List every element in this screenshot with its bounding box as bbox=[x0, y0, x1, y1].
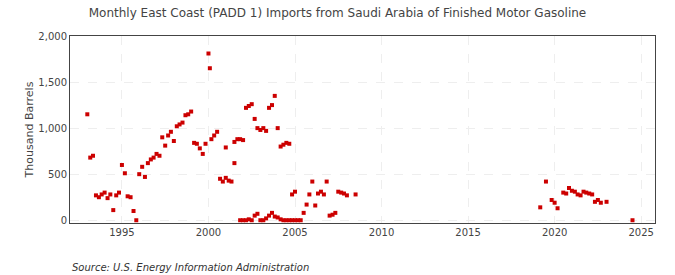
svg-text:2020: 2020 bbox=[542, 227, 567, 238]
svg-text:Monthly East Coast (PADD 1) Im: Monthly East Coast (PADD 1) Imports from… bbox=[89, 6, 587, 20]
svg-text:2025: 2025 bbox=[628, 227, 653, 238]
svg-text:2015: 2015 bbox=[455, 227, 480, 238]
svg-text:Thousand Barrels: Thousand Barrels bbox=[23, 81, 36, 178]
svg-text:1,500: 1,500 bbox=[38, 77, 67, 88]
svg-text:2005: 2005 bbox=[282, 227, 307, 238]
svg-text:500: 500 bbox=[48, 169, 67, 180]
svg-text:0: 0 bbox=[61, 215, 67, 226]
svg-text:Source: U.S. Energy Informatio: Source: U.S. Energy Information Administ… bbox=[72, 262, 309, 273]
svg-text:2000: 2000 bbox=[196, 227, 221, 238]
svg-text:1995: 1995 bbox=[109, 227, 134, 238]
svg-text:1,000: 1,000 bbox=[38, 123, 67, 134]
svg-text:2,000: 2,000 bbox=[38, 31, 67, 42]
svg-text:2010: 2010 bbox=[369, 227, 394, 238]
